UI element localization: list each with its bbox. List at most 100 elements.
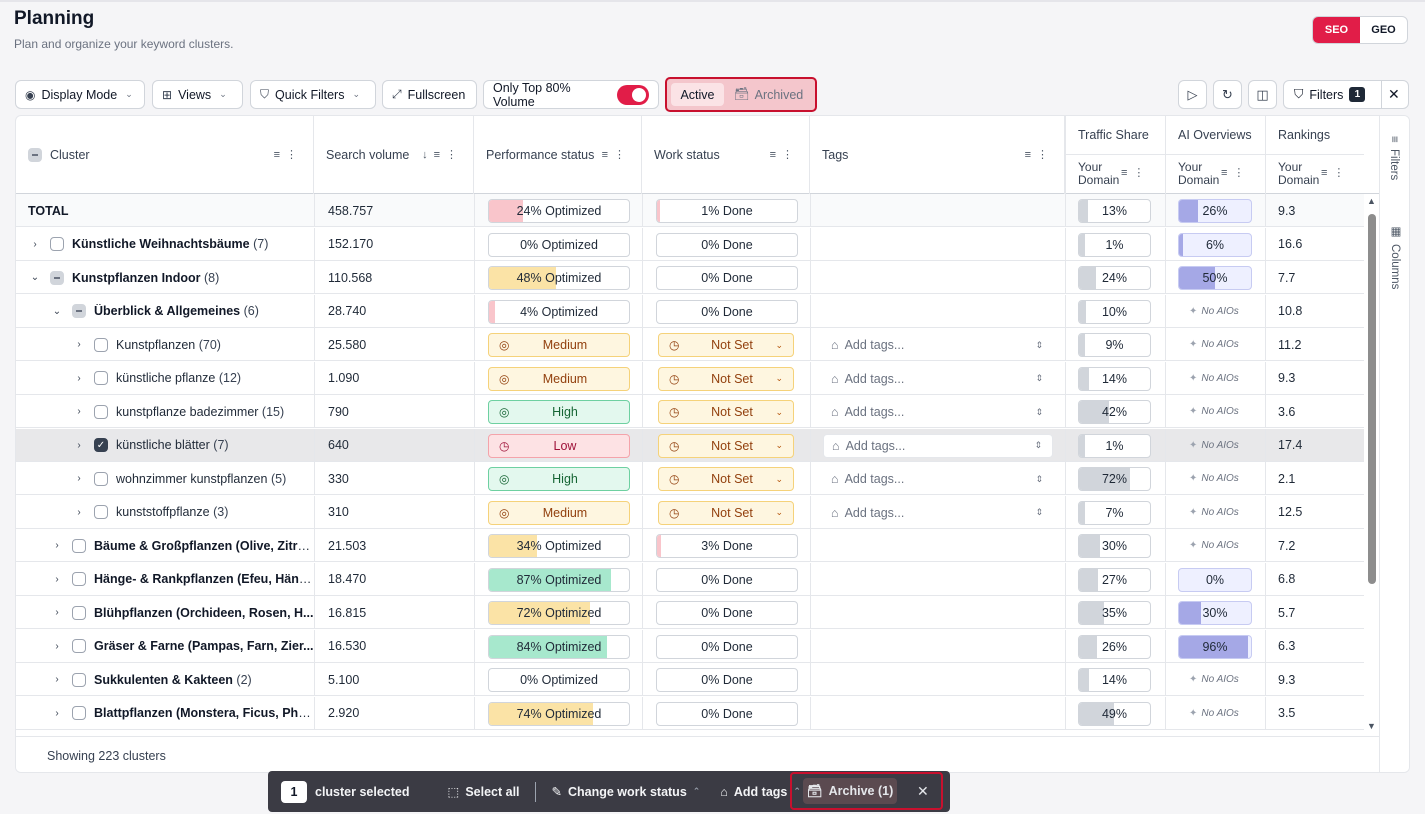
filters-button[interactable]: ⛉ Filters 1 ✕ — [1283, 80, 1409, 109]
expand-chevron-icon[interactable]: › — [55, 607, 59, 618]
cluster-name[interactable]: wohnzimmer kunstpflanzen (5) — [116, 472, 286, 486]
cluster-name[interactable]: kunstpflanze badezimmer (15) — [116, 405, 284, 419]
header-tags[interactable]: Tags ≡⋮ — [810, 116, 1065, 194]
row-checkbox[interactable] — [94, 371, 108, 385]
table-row[interactable]: ⌄ Überblick & Allgemeines (6) 28.740 4% Opt… — [16, 294, 1364, 328]
work-status-dropdown[interactable]: ◷ Not Set ⌄ — [658, 333, 794, 357]
display-mode-button[interactable]: ◉ Display Mode ⌄ — [15, 80, 145, 109]
cluster-name[interactable]: Kunstpflanzen (70) — [116, 338, 221, 352]
header-filter-menu-icon[interactable]: ≡⋮ — [769, 149, 799, 161]
sort-filter-menu-icon[interactable]: ↓≡⋮ — [422, 149, 463, 161]
archive-button[interactable]: 🗃 Archive (1) — [803, 778, 897, 804]
add-tags-button[interactable]: ⌂ Add tags ⌃ — [720, 785, 801, 799]
cluster-name[interactable]: künstliche pflanze (12) — [116, 371, 241, 385]
scroll-up-icon[interactable]: ▲ — [1367, 196, 1376, 206]
header-search-volume[interactable]: Search volume ↓≡⋮ — [314, 116, 474, 194]
header-aio-your-domain[interactable]: Your Domain ≡⋮ — [1165, 155, 1265, 194]
add-tags-field[interactable]: ⌂ Add tags... ⇕ — [823, 433, 1053, 458]
top-volume-switch[interactable] — [617, 84, 649, 105]
expand-chevron-icon[interactable]: › — [33, 238, 37, 250]
header-filter-menu-icon[interactable]: ≡⋮ — [601, 149, 631, 161]
fullscreen-button[interactable]: ⤢ Fullscreen — [382, 80, 477, 109]
table-row[interactable]: › Künstliche Weihnachtsbäume (7) 152.170 0%… — [16, 227, 1364, 261]
table-row[interactable]: › Bäume & Großpflanzen (Olive, Zitru... 21… — [16, 529, 1364, 562]
header-rank-your-domain[interactable]: Your Domain ≡⋮ — [1265, 155, 1364, 194]
row-checkbox[interactable] — [94, 404, 108, 419]
header-filter-menu-icon[interactable]: ≡⋮ — [273, 149, 303, 161]
expand-chevron-icon[interactable]: › — [77, 406, 81, 417]
expand-chevron-icon[interactable]: › — [77, 473, 81, 484]
row-checkbox[interactable] — [72, 304, 86, 318]
table-row[interactable]: › künstliche pflanze (12) 1.090 ◎ Medium ◷ Not… — [16, 361, 1364, 395]
row-checkbox[interactable] — [94, 337, 108, 352]
cluster-name[interactable]: Blühpflanzen (Orchideen, Rosen, H... — [94, 606, 313, 620]
row-checkbox[interactable] — [72, 639, 86, 653]
add-tags-field[interactable]: ⌂ Add tags... ⇕ — [823, 367, 1053, 391]
expand-chevron-icon[interactable]: › — [77, 339, 81, 350]
seo-mode-button[interactable]: SEO — [1313, 17, 1360, 43]
table-row[interactable]: › ✓ künstliche blätter (7) 640 ◷ Low ◷ Not Set ⌄… — [16, 428, 1364, 462]
active-tab[interactable]: Active — [671, 83, 724, 106]
cluster-name[interactable]: kunststoffpflanze (3) — [116, 505, 228, 519]
scrollbar-thumb[interactable] — [1368, 214, 1376, 584]
row-checkbox[interactable] — [50, 237, 64, 251]
row-checkbox[interactable]: ✓ — [94, 438, 108, 452]
add-tags-field[interactable]: ⌂ Add tags... ⇕ — [823, 501, 1053, 525]
expand-chevron-icon[interactable]: › — [55, 674, 59, 685]
expand-chevron-icon[interactable]: › — [55, 640, 59, 652]
expand-chevron-icon[interactable]: › — [77, 506, 81, 518]
add-tags-field[interactable]: ⌂ Add tags... ⇕ — [823, 333, 1053, 357]
expand-chevron-icon[interactable]: › — [55, 573, 59, 585]
add-tags-field[interactable]: ⌂ Add tags... ⇕ — [823, 467, 1053, 491]
table-row[interactable]: › Gräser & Farne (Pampas, Farn, Zier... 16… — [16, 629, 1364, 663]
expand-chevron-icon[interactable]: › — [55, 707, 59, 719]
work-status-dropdown[interactable]: ◷ Not Set ⌄ — [658, 400, 794, 424]
table-row[interactable]: › Sukkulenten & Kakteen (2) 5.100 0% Optimi… — [16, 663, 1364, 696]
row-checkbox[interactable] — [72, 538, 86, 553]
table-row[interactable]: › wohnzimmer kunstpflanzen (5) 330 ◎ High ◷ No… — [16, 462, 1364, 495]
table-row[interactable]: › Hänge- & Rankpflanzen (Efeu, Häng... 18.… — [16, 562, 1364, 596]
collapse-chevron-icon[interactable]: ⌄ — [30, 272, 40, 283]
row-checkbox[interactable] — [72, 672, 86, 687]
quick-filters-button[interactable]: ⛉ Quick Filters ⌄ — [250, 80, 376, 109]
collapse-chevron-icon[interactable]: ⌄ — [52, 305, 62, 317]
select-all-checkbox[interactable] — [28, 148, 42, 162]
cluster-name[interactable]: Bäume & Großpflanzen (Olive, Zitru... — [94, 539, 314, 553]
work-status-dropdown[interactable]: ◷ Not Set ⌄ — [658, 366, 794, 391]
header-performance-status[interactable]: Performance status ≡⋮ — [474, 116, 642, 194]
work-status-dropdown[interactable]: ◷ Not Set ⌄ — [658, 500, 794, 525]
header-work-status[interactable]: Work status ≡⋮ — [642, 116, 810, 194]
expand-chevron-icon[interactable]: › — [55, 540, 59, 551]
work-status-dropdown[interactable]: ◷ Not Set ⌄ — [658, 433, 794, 458]
change-work-status-button[interactable]: ✎ Change work status ⌃ — [552, 784, 701, 800]
select-all-button[interactable]: ⬚ Select all — [448, 784, 520, 800]
side-filters-tab[interactable]: ≡ Filters — [1388, 136, 1400, 180]
row-checkbox[interactable] — [72, 572, 86, 586]
refresh-button[interactable]: ↻ — [1213, 80, 1242, 109]
table-row[interactable]: › Blattpflanzen (Monstera, Ficus, Phil...… — [16, 696, 1364, 730]
header-traffic-your-domain[interactable]: Your Domain ≡⋮ — [1065, 155, 1165, 194]
play-button[interactable]: ▷ — [1178, 80, 1207, 109]
table-row[interactable]: › Kunstpflanzen (70) 25.580 ◎ Medium ◷ Not Set… — [16, 328, 1364, 361]
header-filter-menu-icon[interactable]: ≡⋮ — [1221, 167, 1251, 179]
expand-chevron-icon[interactable]: › — [77, 372, 81, 384]
header-filter-menu-icon[interactable]: ≡⋮ — [1321, 167, 1351, 179]
row-checkbox[interactable] — [72, 605, 86, 620]
cluster-name[interactable]: künstliche blätter (7) — [116, 438, 229, 452]
add-tags-field[interactable]: ⌂ Add tags... ⇕ — [823, 400, 1053, 424]
table-row[interactable]: ⌄ Kunstpflanzen Indoor (8) 110.568 48% Opti… — [16, 261, 1364, 294]
table-row[interactable]: › kunststoffpflanze (3) 310 ◎ Medium ◷ Not Set… — [16, 495, 1364, 529]
cluster-name[interactable]: Sukkulenten & Kakteen (2) — [94, 673, 252, 687]
archived-tab[interactable]: 🗃 Archived — [726, 83, 811, 106]
header-filter-menu-icon[interactable]: ≡⋮ — [1024, 149, 1054, 161]
expand-chevron-icon[interactable]: › — [77, 439, 81, 451]
cluster-name[interactable]: Überblick & Allgemeines (6) — [94, 304, 259, 318]
cluster-name[interactable]: Blattpflanzen (Monstera, Ficus, Phil... — [94, 706, 314, 720]
clear-filters-icon[interactable]: ✕ — [1388, 86, 1400, 102]
geo-mode-button[interactable]: GEO — [1371, 24, 1396, 36]
views-button[interactable]: ⊞ Views ⌄ — [152, 80, 243, 109]
table-row[interactable]: › kunstpflanze badezimmer (15) 790 ◎ High ◷ No… — [16, 395, 1364, 428]
cluster-name[interactable]: Kunstpflanzen Indoor (8) — [72, 271, 219, 285]
row-checkbox[interactable] — [72, 706, 86, 720]
close-selection-icon[interactable]: ✕ — [917, 782, 929, 799]
